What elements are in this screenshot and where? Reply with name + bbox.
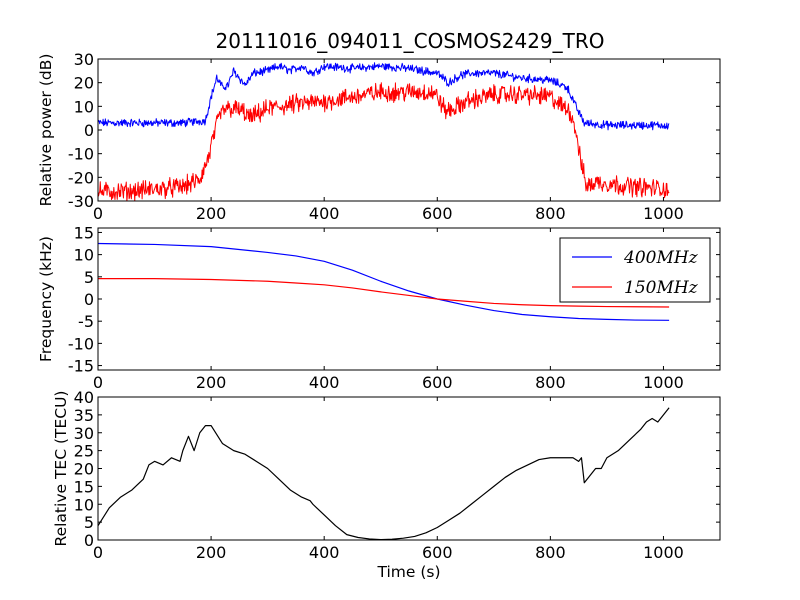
power-x-tick-label: 1000 — [643, 204, 684, 223]
frequency-panel: 0 200 400 600 800 1000 -15 -10 -5 0 5 10 15 Frequency… — [37, 223, 721, 392]
power-x-tick-label: 800 — [535, 204, 566, 223]
tec-y-tick-label: 0 — [84, 531, 94, 550]
power-x-tick-label: 400 — [309, 204, 340, 223]
power-x-tick-label: 200 — [196, 204, 227, 223]
power-series-2 — [98, 82, 670, 201]
chart-title: 20111016_094011_COSMOS2429_TRO — [216, 29, 605, 53]
frequency-x-tick-label: 1000 — [643, 373, 684, 392]
legend-label: 400MHz — [623, 248, 699, 268]
frequency-y-tick-label: -10 — [68, 334, 94, 353]
power-x-tick-label: 0 — [93, 204, 103, 223]
frequency-y-tick-label: 5 — [84, 268, 94, 287]
frequency-y-tick-label: -15 — [68, 357, 94, 376]
power-y-tick-label: 30 — [74, 50, 94, 69]
power-y-tick-label: 10 — [74, 97, 94, 116]
power-y-tick-label: 20 — [74, 74, 94, 93]
tec-x-tick-label: 200 — [196, 543, 227, 562]
frequency-x-tick-label: 600 — [422, 373, 453, 392]
tec-y-tick-label: 30 — [74, 424, 94, 443]
tec-y-axis-label: Relative TEC (TECU) — [52, 391, 70, 547]
tec-x-tick-label: 400 — [309, 543, 340, 562]
tec-x-tick-label: 0 — [93, 543, 103, 562]
tec-y-tick-label: 35 — [74, 406, 94, 425]
tec-y-tick-label: 20 — [74, 460, 94, 479]
frequency-series-400mhz — [98, 242, 670, 321]
frequency-x-tick-label: 200 — [196, 373, 227, 392]
tec-panel: 0 200 400 600 800 10000510152025303540Relativ… — [52, 388, 721, 562]
power-panel: 0 200 400 600 800 1000 -30 -20 -10 0 10 20 30 Relativ… — [37, 50, 721, 223]
power-y-axis-label: Relative power (dB) — [37, 54, 55, 207]
x-axis-label: Time (s) — [376, 563, 440, 581]
frequency-x-tick-label: 0 — [93, 373, 103, 392]
tec-y-tick-label: 5 — [84, 513, 94, 532]
power-series-1 — [98, 62, 670, 131]
tec-x-tick-label: 1000 — [643, 543, 684, 562]
frequency-x-tick-label: 400 — [309, 373, 340, 392]
frequency-series-150mhz — [98, 277, 670, 308]
frequency-y-tick-label: -5 — [78, 312, 94, 331]
tec-y-tick-label: 15 — [74, 477, 94, 496]
tec-y-tick-label: 10 — [74, 495, 94, 514]
tec-y-tick-label: 25 — [74, 442, 94, 461]
tec-x-tick-label: 600 — [422, 543, 453, 562]
tec-series-1 — [98, 407, 670, 540]
power-y-tick-label: -30 — [68, 192, 94, 211]
frequency-y-tick-label: 15 — [74, 223, 94, 242]
tec-x-tick-label: 800 — [535, 543, 566, 562]
frequency-y-tick-label: 0 — [84, 290, 94, 309]
power-x-tick-label: 600 — [422, 204, 453, 223]
tec-y-tick-label: 40 — [74, 388, 94, 407]
power-y-tick-label: -10 — [68, 145, 94, 164]
legend: 400MHz 150MHz — [559, 237, 711, 303]
legend-label: 150MHz — [624, 278, 699, 298]
power-y-tick-label: 0 — [84, 121, 94, 140]
frequency-y-axis-label: Frequency (kHz) — [37, 236, 55, 362]
power-y-tick-label: -20 — [68, 168, 94, 187]
frequency-x-tick-label: 800 — [535, 373, 566, 392]
frequency-y-tick-label: 10 — [74, 246, 94, 265]
